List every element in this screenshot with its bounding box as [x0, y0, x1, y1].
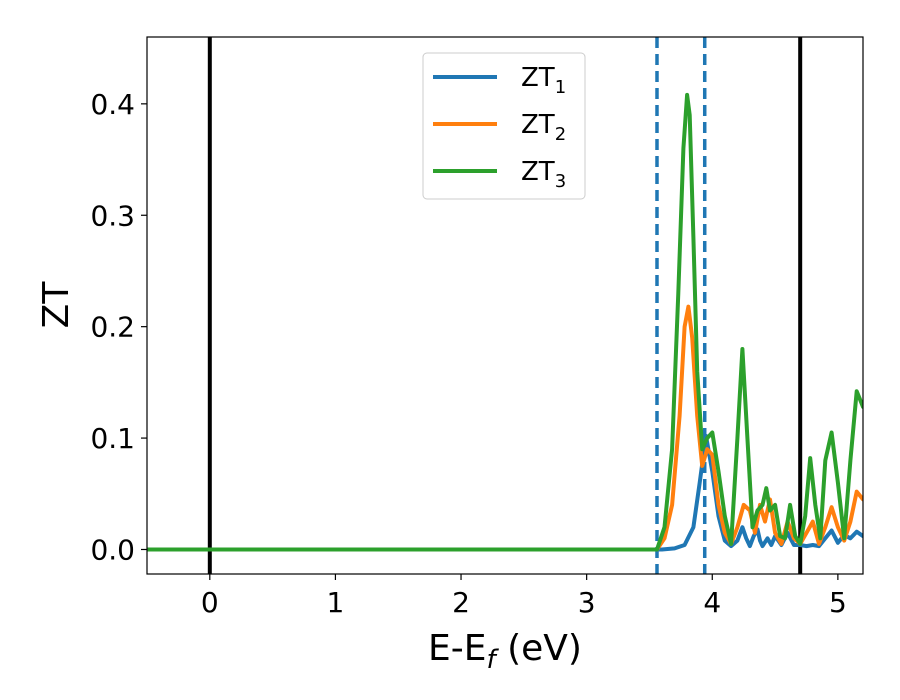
x-tick-label: 3 [578, 586, 596, 619]
y-tick-label: 0.4 [90, 88, 135, 121]
x-axis-ticks: 0 1 2 3 4 5 [201, 574, 847, 619]
legend: ZT1 ZT2 ZT3 [422, 52, 586, 200]
x-axis-label-unit: (eV) [496, 628, 582, 669]
plot-frame [146, 36, 864, 575]
legend-box [422, 52, 586, 200]
y-axis-ticks: 0.0 0.1 0.2 0.3 0.4 [90, 88, 147, 566]
series-line-zt3 [147, 92, 863, 552]
y-tick-label: 0.2 [90, 311, 135, 344]
y-tick-label: 0.0 [90, 533, 135, 566]
reference-lines [207, 37, 803, 574]
legend-label-zt1: ZT1 [521, 63, 566, 98]
series-line-zt1 [147, 433, 863, 552]
x-tick-label: 2 [452, 586, 470, 619]
x-tick-label: 1 [327, 586, 345, 619]
x-axis-label: E-Ef (eV) [428, 628, 582, 675]
legend-label-zt2: ZT2 [521, 110, 566, 145]
y-axis-label: ZT [36, 281, 77, 329]
y-tick-label: 0.1 [90, 422, 135, 455]
legend-entries: ZT1 ZT2 ZT3 [433, 63, 566, 192]
x-axis-label-main: E-E [428, 628, 486, 669]
x-tick-label: 4 [703, 586, 721, 619]
x-tick-label: 0 [201, 586, 219, 619]
series-layer [147, 92, 863, 552]
legend-label-zt3: ZT3 [521, 157, 566, 192]
x-tick-label: 5 [829, 586, 847, 619]
y-tick-label: 0.3 [90, 199, 135, 232]
